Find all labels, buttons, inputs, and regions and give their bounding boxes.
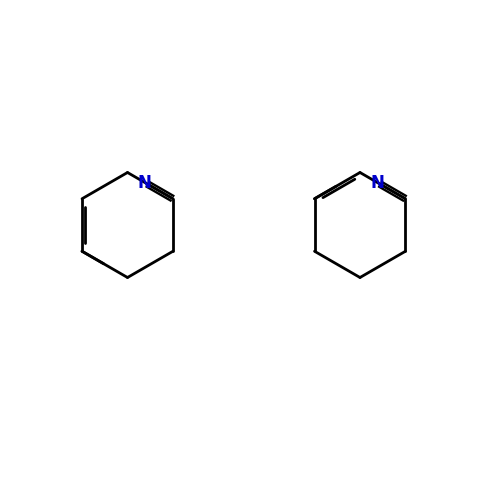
Text: N: N [370,174,384,192]
Text: N: N [138,174,151,192]
